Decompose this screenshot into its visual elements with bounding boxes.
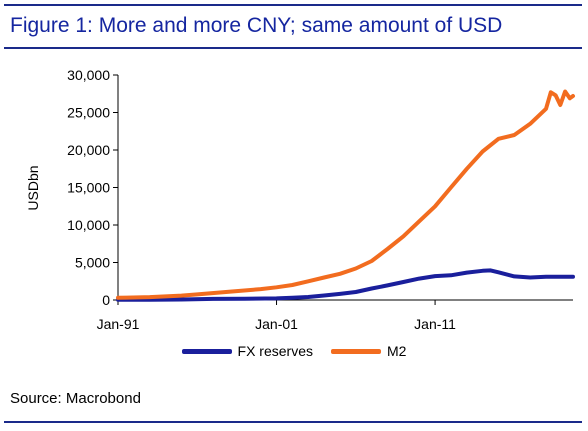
bottom-rule: [4, 421, 582, 423]
top-rule: [4, 4, 582, 6]
chart-legend: FX reserves M2: [0, 343, 588, 359]
y-tick-label: 30,000: [67, 67, 110, 83]
legend-label-fx: FX reserves: [237, 343, 313, 359]
legend-item-fx: FX reserves: [181, 343, 313, 359]
y-tick-label: 0: [102, 292, 110, 308]
y-tick-label: 15,000: [67, 180, 110, 196]
x-tick-label: Jan-91: [97, 316, 140, 332]
series-line-m2: [116, 89, 575, 300]
legend-label-m2: M2: [387, 343, 407, 359]
legend-swatch-fx: [181, 348, 232, 354]
series-line-fx-reserves: [116, 268, 575, 302]
title-rule: [4, 47, 582, 49]
y-tick-label: 10,000: [67, 217, 110, 233]
y-tick-label: 5,000: [75, 255, 110, 271]
figure-title: Figure 1: More and more CNY; same amount…: [10, 14, 503, 37]
x-tick-label: Jan-11: [414, 316, 456, 332]
legend-item-m2: M2: [331, 343, 406, 359]
source-note: Source: Macrobond: [10, 390, 141, 407]
x-tick-label: Jan-01: [255, 316, 298, 332]
legend-swatch-m2: [331, 348, 381, 354]
y-tick-label: 20,000: [67, 142, 110, 158]
y-tick-label: 25,000: [67, 105, 110, 121]
